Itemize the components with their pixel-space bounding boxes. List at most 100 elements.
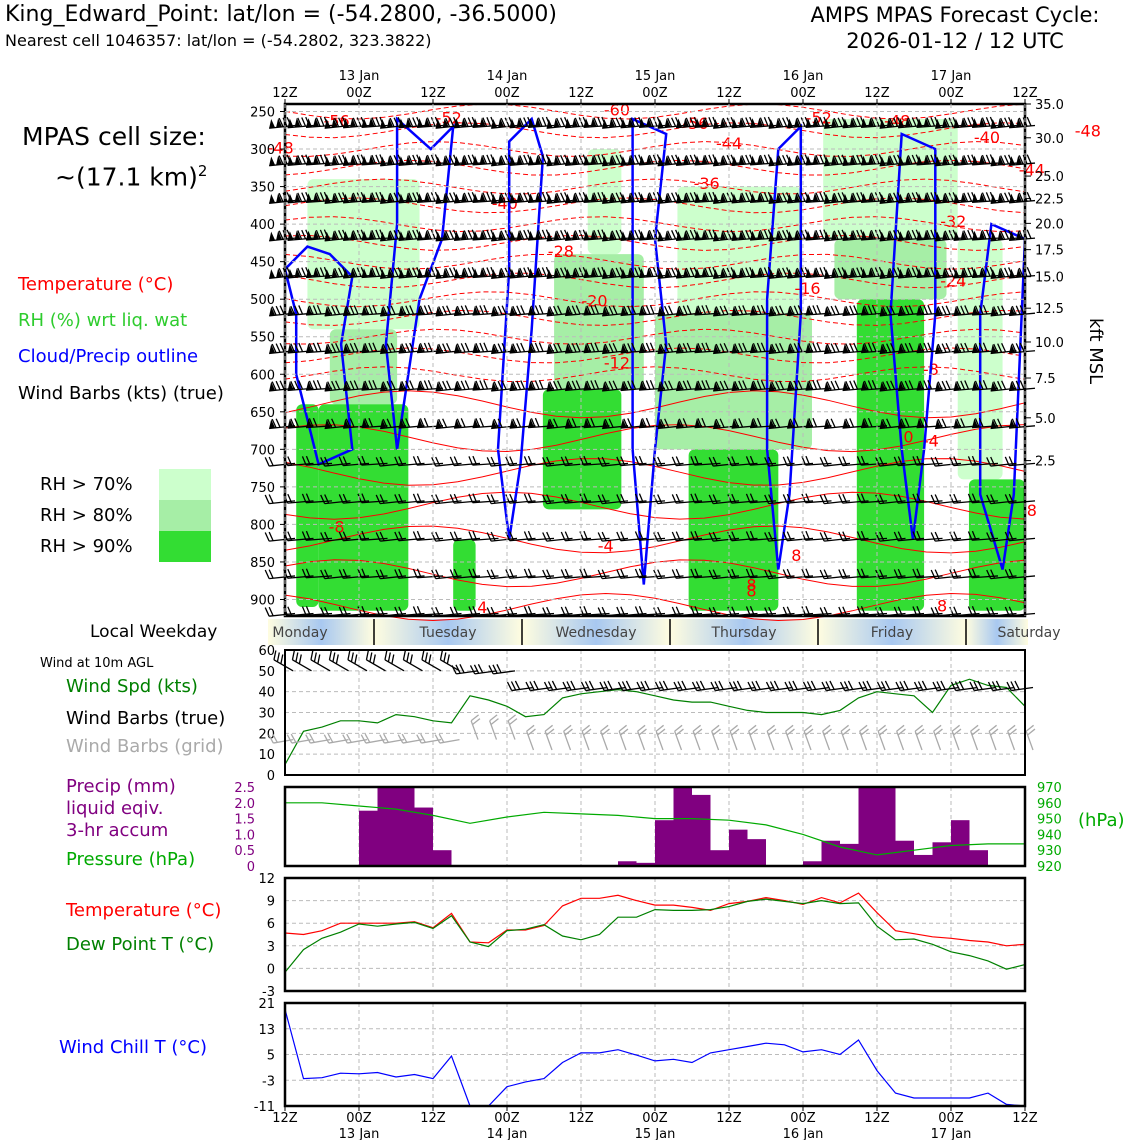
- kft-tick-label: 5.0: [1035, 412, 1056, 427]
- wind10m-barb: [728, 680, 756, 692]
- barb-feather: [694, 606, 700, 616]
- barb-feather: [752, 343, 758, 353]
- precip-tick-label: 0: [247, 860, 255, 875]
- barb-feather: [778, 192, 784, 203]
- wind10m-barb: [439, 650, 460, 672]
- barb-flag: [701, 267, 708, 277]
- barb-feather: [611, 117, 617, 128]
- barb-feather: [412, 267, 418, 277]
- barb-feather: [671, 230, 677, 240]
- barb-feather: [745, 568, 751, 579]
- barb-feather: [553, 380, 559, 391]
- barb-feather: [416, 606, 422, 616]
- barb-feather: [704, 229, 710, 240]
- barb-feather: [819, 229, 825, 239]
- barb-flag: [343, 193, 350, 203]
- barb-feather: [944, 268, 950, 278]
- barb-feather: [997, 343, 1003, 353]
- barb-flag: [398, 156, 405, 166]
- barb-feather: [704, 192, 710, 202]
- wind10m-grid-barb: [988, 724, 999, 751]
- barb-feather: [741, 267, 747, 277]
- barb-feather: [674, 724, 683, 732]
- barb-feather: [308, 418, 314, 428]
- cross-section-barb: [1004, 493, 1036, 504]
- barb-feather: [941, 418, 947, 428]
- barb-feather: [527, 530, 533, 541]
- barb-feather: [390, 380, 396, 390]
- barb-flag: [757, 267, 764, 277]
- barb-feather: [741, 117, 747, 127]
- barb-feather: [394, 606, 400, 617]
- barb-feather: [486, 117, 492, 127]
- barb-feather: [871, 304, 877, 315]
- barb-feather: [815, 267, 821, 277]
- barb-feather: [658, 681, 665, 691]
- barb-feather: [586, 305, 592, 315]
- precip-bar: [747, 839, 766, 866]
- barb-feather: [575, 305, 581, 315]
- barb-flag: [842, 156, 849, 166]
- barb-feather: [615, 192, 621, 202]
- barb-feather: [438, 381, 444, 391]
- barb-flag: [720, 193, 727, 203]
- barb-feather: [394, 456, 400, 466]
- barb-feather: [405, 305, 411, 315]
- barb-flag: [979, 230, 986, 240]
- barb-feather: [916, 455, 922, 466]
- barb-feather: [830, 418, 836, 428]
- barb-feather: [860, 455, 866, 466]
- barb-feather: [860, 728, 869, 736]
- barb-feather: [486, 569, 492, 579]
- barb-flag: [831, 193, 838, 203]
- wind10m-barb: [365, 650, 386, 672]
- barb-feather: [990, 531, 996, 541]
- weekday-label: Monday: [272, 625, 327, 641]
- wind10m-barb: [932, 680, 960, 692]
- cross-section-barb: [657, 267, 684, 280]
- barb-feather: [416, 493, 422, 503]
- barb-feather: [601, 531, 607, 541]
- wind10m-barb: [488, 663, 516, 675]
- top-time-tick-label: 00Z: [494, 86, 520, 101]
- barb-feather: [978, 380, 984, 390]
- barb-flag: [620, 306, 627, 316]
- barb-feather: [453, 456, 459, 466]
- barb-feather: [542, 532, 548, 542]
- barb-feather: [675, 493, 681, 504]
- barb-feather: [907, 230, 913, 240]
- barb-feather: [523, 229, 529, 240]
- barb-flag: [768, 306, 775, 316]
- barb-flag: [701, 192, 708, 202]
- cross-section-barb: [713, 192, 740, 204]
- barb-feather: [945, 380, 951, 390]
- barb-feather: [349, 418, 355, 428]
- barb-feather: [469, 665, 476, 675]
- barb-feather: [578, 154, 584, 164]
- cross-section-barb: [653, 606, 684, 617]
- barb-feather: [634, 117, 640, 127]
- barb-feather: [911, 192, 917, 202]
- barb-flag: [1009, 381, 1016, 391]
- barb-feather: [745, 493, 751, 503]
- barb-feather: [768, 531, 774, 541]
- barb-feather: [930, 267, 936, 277]
- barb-feather: [479, 380, 485, 390]
- barb-flag: [435, 269, 442, 279]
- barb-flag: [720, 230, 727, 241]
- barb-flag: [269, 269, 276, 279]
- wind-tick-label: 10: [258, 748, 275, 763]
- barb-flag: [553, 268, 560, 278]
- barb-feather: [890, 342, 896, 353]
- precip-frame: [283, 785, 1027, 868]
- barb-feather: [438, 343, 444, 353]
- barb-feather: [837, 267, 843, 277]
- barb-feather: [586, 380, 592, 390]
- barb-flag: [516, 155, 523, 165]
- barb-flag: [942, 230, 949, 241]
- barb-feather: [1010, 681, 1016, 691]
- barb-feather: [912, 568, 918, 579]
- barb-flag: [694, 193, 701, 203]
- barb-flag: [479, 267, 486, 277]
- weekday-cell: [818, 619, 966, 645]
